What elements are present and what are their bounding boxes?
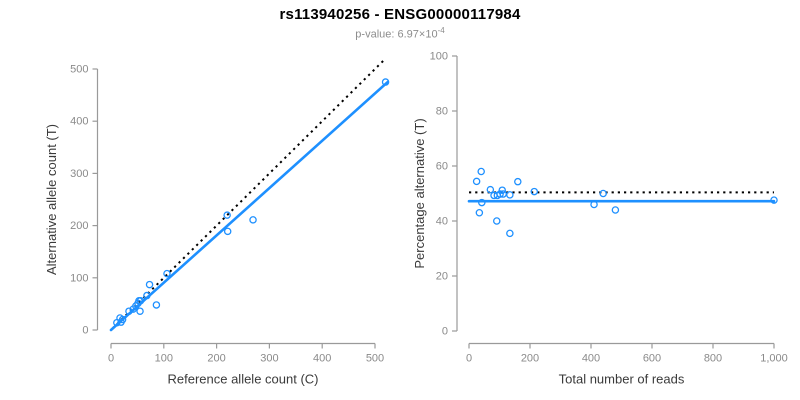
data-point — [770, 196, 778, 204]
y-tick-label: 0 — [82, 325, 88, 337]
y-tick-label: 300 — [70, 168, 88, 180]
data-point — [136, 297, 145, 305]
x-axis-title: Total number of reads — [559, 372, 685, 387]
data-point — [486, 185, 495, 194]
x-tick-label: 1,000 — [760, 353, 788, 365]
y-tick-label: 500 — [70, 64, 88, 76]
data-point — [117, 318, 125, 326]
x-tick-label: 0 — [466, 353, 472, 365]
x-tick-label: 600 — [643, 353, 661, 365]
header: rs113940256 - ENSG00000117984 p-value: 6… — [0, 0, 800, 41]
data-point — [493, 217, 501, 225]
p-value-subtitle: p-value: 6.97×10-4 — [0, 26, 800, 41]
y-tick-label: 40 — [436, 216, 448, 228]
x-tick-label: 400 — [582, 353, 600, 365]
right-scatter-chart: 0 20 40 60 80 100 0 200 400 600 800 1,000 Total numb… — [412, 51, 788, 387]
y-tick-label: 200 — [70, 220, 88, 232]
y-tick-label: 100 — [70, 272, 88, 284]
data-point — [125, 307, 133, 315]
x-tick-label: 200 — [521, 353, 539, 365]
identity-line — [111, 57, 387, 330]
data-point — [163, 269, 171, 278]
y-tick-label: 400 — [70, 116, 88, 128]
data-point — [599, 189, 607, 198]
y-axis-title: Alternative allele count (T) — [44, 124, 59, 275]
data-point — [472, 177, 481, 186]
data-point — [498, 186, 506, 194]
data-point — [478, 198, 486, 207]
p-value-exponent: -4 — [437, 26, 445, 35]
left-scatter-chart: 0 100 200 300 400 500 0 100 200 300 400 500 Referenc… — [44, 57, 390, 387]
x-tick-label: 200 — [207, 353, 225, 365]
data-point — [506, 229, 514, 238]
data-point — [530, 187, 539, 196]
data-point — [506, 191, 514, 199]
x-tick-label: 400 — [313, 353, 331, 365]
x-tick-label: 0 — [108, 353, 114, 365]
data-point — [590, 200, 598, 209]
data-point — [496, 190, 504, 198]
data-point — [145, 280, 154, 289]
x-axis-title: Reference allele count (C) — [167, 372, 318, 387]
y-axis-title: Percentage alternative (T) — [412, 118, 427, 268]
x-tick-label: 300 — [260, 353, 278, 365]
data-point — [381, 78, 390, 86]
regression-line — [109, 80, 389, 332]
y-tick-label: 20 — [436, 271, 448, 283]
y-tick-label: 60 — [436, 161, 448, 173]
data-point — [514, 177, 522, 186]
y-tick-label: 0 — [442, 326, 448, 338]
data-point — [223, 227, 232, 236]
x-tick-label: 100 — [155, 353, 173, 365]
x-tick-label: 500 — [366, 353, 384, 365]
data-point — [477, 167, 485, 176]
x-tick-label: 800 — [704, 353, 722, 365]
p-value-text: p-value: 6.97×10 — [355, 28, 438, 41]
data-point — [249, 216, 257, 224]
data-point — [223, 211, 231, 219]
data-point — [475, 208, 484, 217]
data-point — [152, 301, 161, 309]
data-point — [611, 206, 620, 214]
data-point — [136, 307, 144, 315]
y-tick-label: 80 — [436, 106, 448, 118]
data-point — [143, 291, 151, 300]
y-tick-label: 100 — [430, 51, 448, 63]
plot-title: rs113940256 - ENSG00000117984 — [279, 6, 521, 23]
